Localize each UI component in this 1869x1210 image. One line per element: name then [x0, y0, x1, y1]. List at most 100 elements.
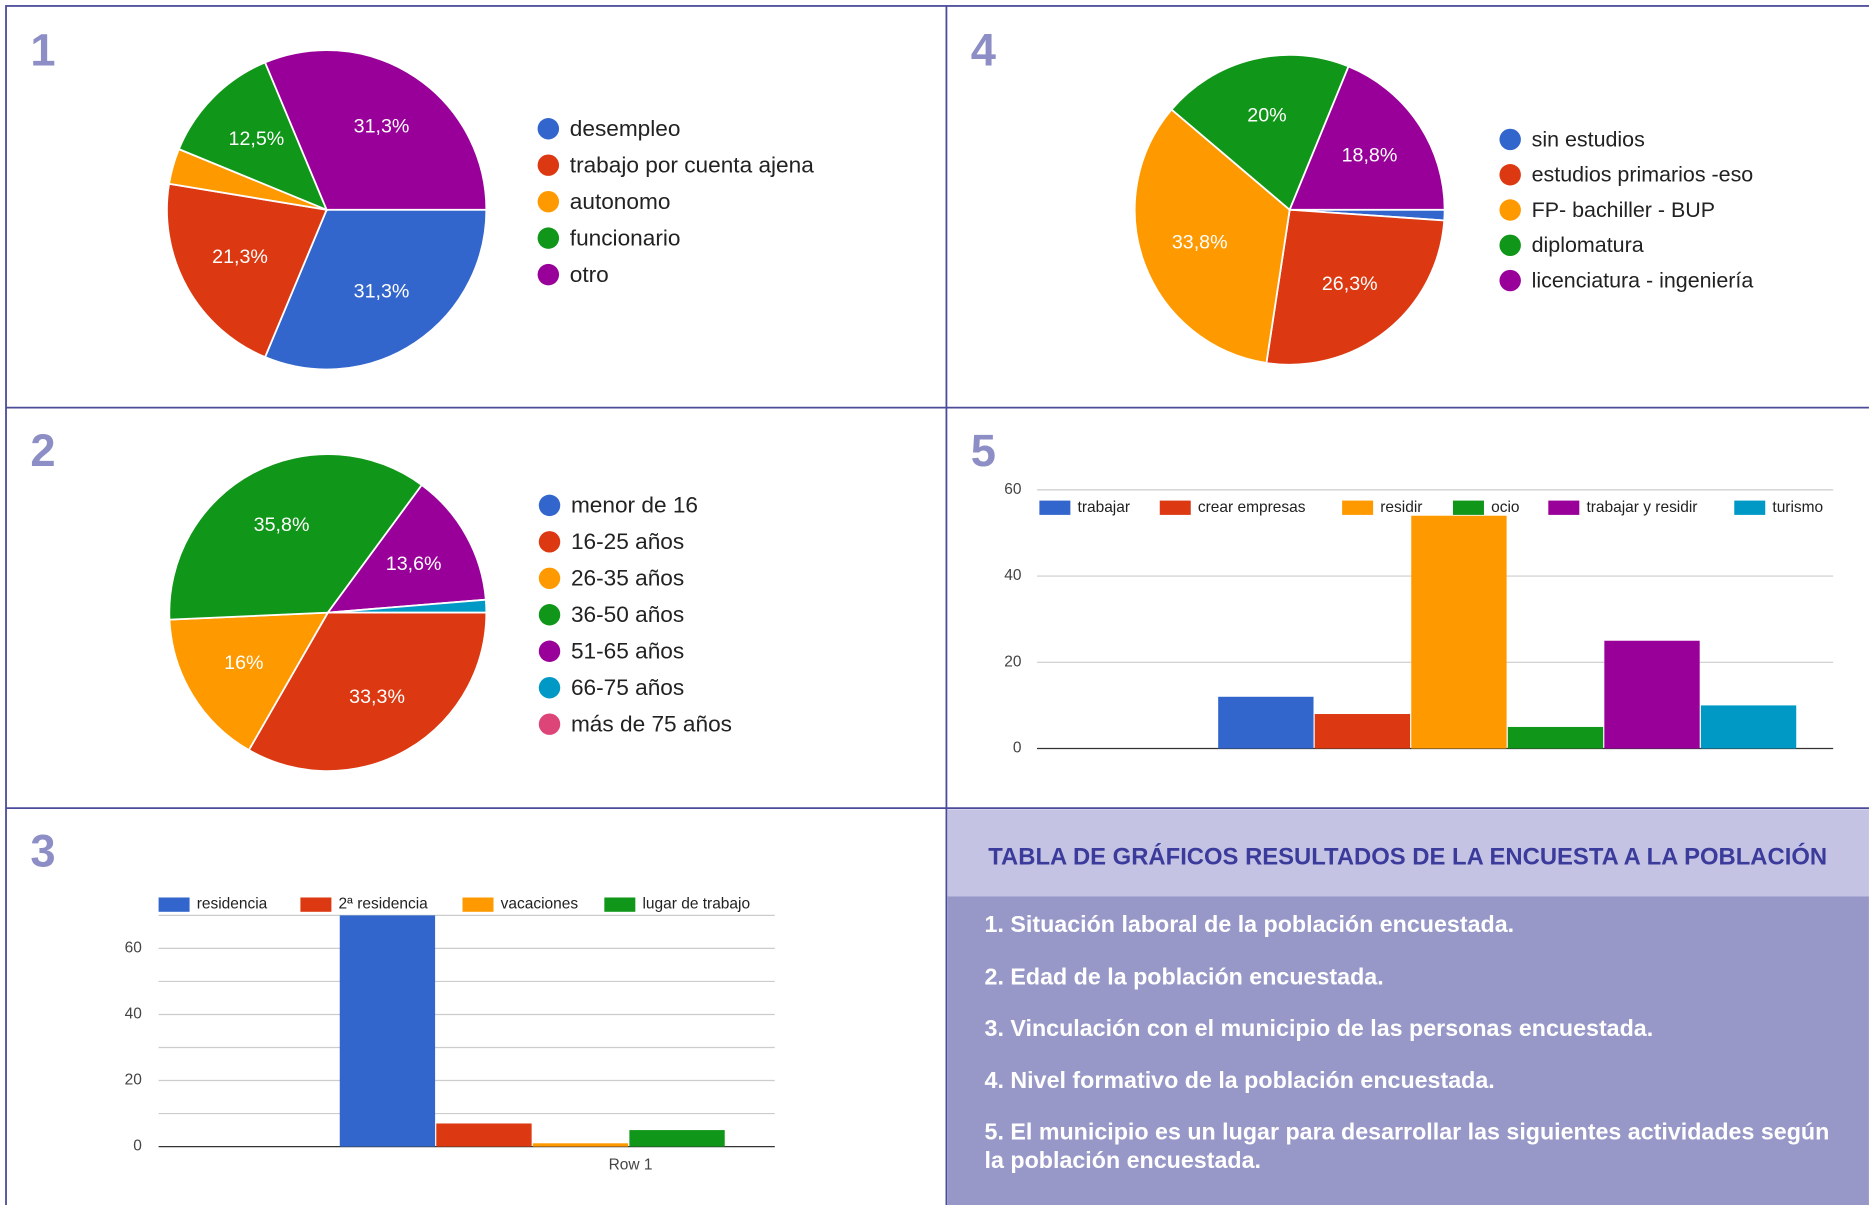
- legend-label: 51-65 años: [571, 638, 684, 663]
- bar: [1700, 705, 1797, 749]
- pie-slice: [1265, 208, 1446, 366]
- legend-label: residencia: [197, 896, 268, 913]
- legend-marker: [537, 117, 560, 140]
- legend-label: autonomo: [570, 189, 671, 214]
- y-tick-label: 60: [1004, 481, 1021, 498]
- legend-marker: [538, 494, 561, 517]
- legend-swatch: [1039, 500, 1071, 515]
- chart-number: 3: [30, 826, 55, 877]
- legend-label: vacaciones: [501, 896, 579, 913]
- chart-number: 2: [30, 425, 55, 476]
- pie-slice: [168, 611, 330, 752]
- legend-label: diplomatura: [1532, 233, 1644, 257]
- legend-swatch: [1548, 500, 1580, 515]
- slice-label: 12,5%: [229, 128, 285, 150]
- legend-marker: [537, 263, 560, 286]
- legend-swatch: [1342, 500, 1374, 515]
- pie-slice: [263, 49, 488, 211]
- pie-slice: [1288, 65, 1446, 211]
- legend-label: 26-35 años: [571, 565, 684, 590]
- legend-label: desempleo: [570, 116, 681, 141]
- slice-label: 16%: [224, 652, 263, 674]
- y-tick-label: 60: [125, 939, 142, 956]
- bar: [1314, 714, 1411, 749]
- legend-swatch: [462, 897, 494, 912]
- legend-marker: [538, 567, 561, 590]
- legend-marker: [538, 676, 561, 699]
- legend-swatch: [158, 897, 190, 912]
- legend-label: más de 75 años: [571, 711, 732, 736]
- y-tick-label: 40: [1004, 567, 1021, 584]
- slice-label: 33,8%: [1172, 232, 1228, 254]
- slice-label: 33,3%: [349, 686, 405, 708]
- slice-label: 13,6%: [386, 553, 442, 575]
- legend-label: trabajo por cuenta ajena: [570, 152, 814, 177]
- legend-marker: [1499, 269, 1521, 292]
- pie-slice: [166, 182, 328, 359]
- legend-marker: [1499, 199, 1521, 221]
- legend-label: trabajar: [1078, 499, 1131, 516]
- legend-swatch: [1452, 500, 1484, 515]
- legend-label: funcionario: [570, 225, 681, 250]
- legend-label: turismo: [1772, 499, 1823, 516]
- y-tick-label: 0: [1013, 740, 1022, 757]
- chart-number: 5: [971, 425, 996, 476]
- legend-swatch: [1734, 500, 1766, 515]
- legend-swatch: [1159, 500, 1191, 515]
- pie-slice: [1170, 53, 1350, 212]
- pie-slice: [247, 611, 488, 773]
- legend-label: FP- bachiller - BUP: [1532, 198, 1715, 222]
- grid-frame: [5, 5, 1869, 1210]
- legend-label: 16-25 años: [571, 529, 684, 554]
- legend-marker: [538, 640, 561, 662]
- legend-marker: [538, 713, 561, 735]
- bar: [629, 1130, 725, 1147]
- y-tick-label: 20: [125, 1072, 142, 1089]
- pie-slice: [263, 208, 488, 371]
- legend-label: sin estudios: [1532, 127, 1645, 151]
- legend-label: trabajar y residir: [1586, 499, 1697, 516]
- bar: [1604, 640, 1700, 749]
- bar: [532, 1143, 629, 1147]
- slice-label: 26,3%: [1322, 273, 1378, 295]
- y-tick-label: 20: [1004, 653, 1021, 670]
- legend-label: lugar de trabajo: [642, 896, 750, 913]
- slice-label: 18,8%: [1342, 144, 1398, 166]
- y-tick-label: 40: [125, 1006, 142, 1023]
- bar: [1411, 515, 1507, 749]
- legend-swatch: [300, 897, 332, 912]
- bar: [339, 915, 436, 1147]
- legend-marker: [537, 190, 560, 213]
- panel-items: 1. Situación laboral de la población enc…: [985, 911, 1855, 1176]
- legend-label: 66-75 años: [571, 675, 684, 700]
- panel-list: 1. Situación laboral de la población enc…: [985, 911, 1855, 1176]
- legend-label: licenciatura - ingeniería: [1532, 268, 1754, 292]
- legend-label: estudios primarios -eso: [1532, 163, 1754, 187]
- legend-label: menor de 16: [571, 493, 698, 518]
- slice-label: 31,3%: [354, 116, 410, 138]
- legend-marker: [537, 154, 560, 176]
- chart-number: 1: [30, 25, 55, 76]
- pie-slice: [1133, 108, 1291, 364]
- legend-label: crear empresas: [1198, 499, 1306, 516]
- panel-header: [947, 809, 1869, 897]
- pie-slice: [168, 453, 424, 621]
- legend-marker: [1499, 128, 1521, 151]
- legend-marker: [538, 531, 561, 553]
- panel-item: 3. Vinculación con el municipio de las p…: [984, 1015, 1654, 1042]
- slice-label: 20%: [1247, 105, 1286, 127]
- legend-swatch: [604, 897, 636, 912]
- legend-marker: [537, 227, 560, 249]
- slice-label: 21,3%: [212, 246, 268, 268]
- x-tick-label: Row 1: [609, 1157, 653, 1174]
- legend-label: ocio: [1491, 499, 1519, 516]
- panel-body: [947, 896, 1869, 1205]
- legend-marker: [1499, 234, 1521, 257]
- panel-title: TABLA DE GRÁFICOS RESULTADOS DE LA ENCUE…: [988, 842, 1827, 870]
- bar: [436, 1123, 532, 1147]
- panel-item: 2. Edad de la población encuestada.: [984, 963, 1384, 990]
- bar: [1218, 696, 1314, 749]
- pie-slice: [325, 483, 487, 614]
- panel-item: 1. Situación laboral de la población enc…: [984, 911, 1515, 939]
